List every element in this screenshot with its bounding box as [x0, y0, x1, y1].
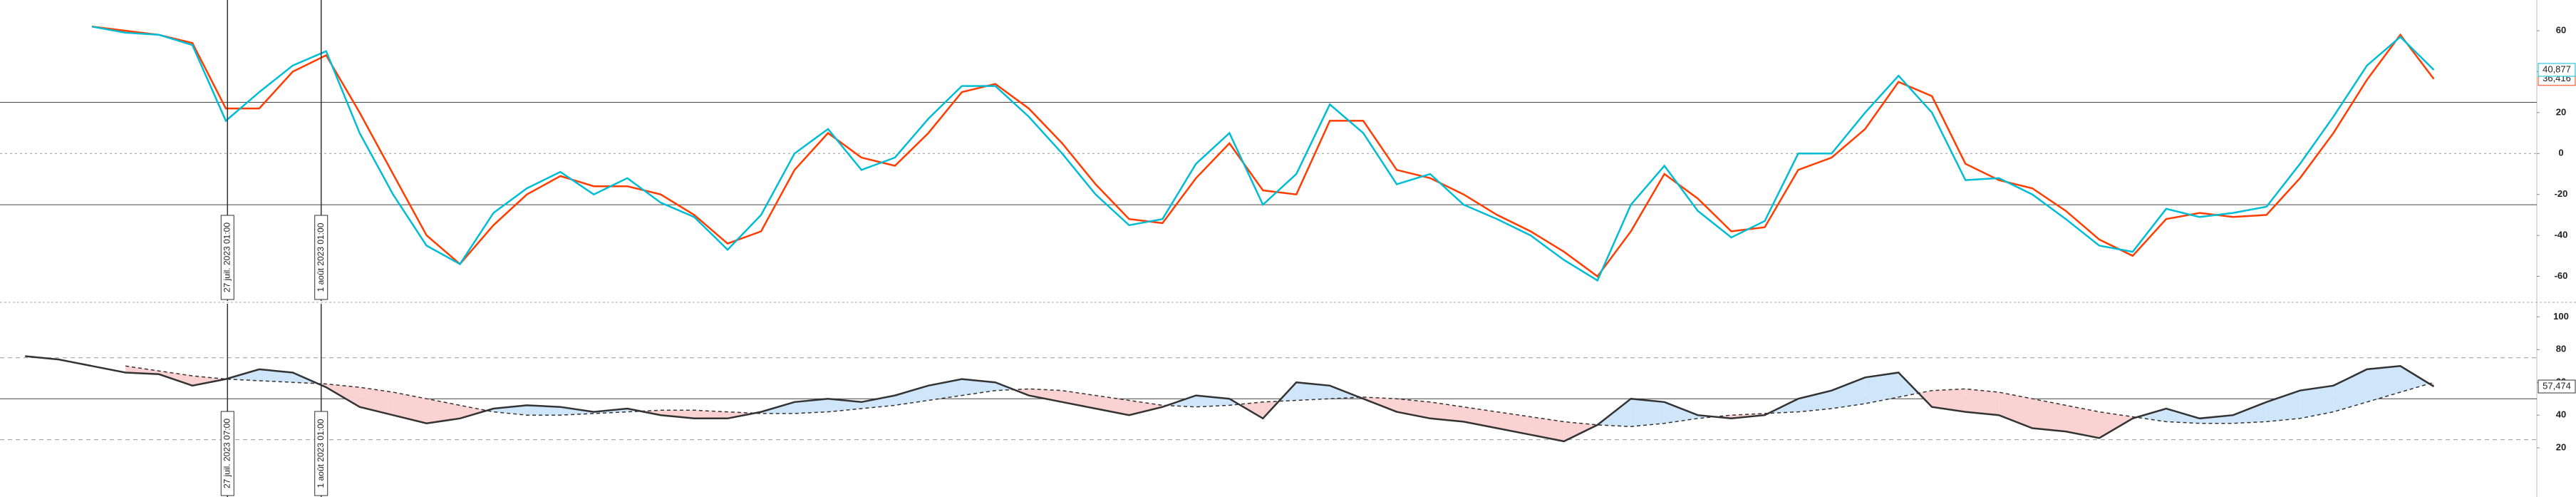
fill-area — [1129, 400, 1163, 416]
y-tick-label: -40 — [2555, 230, 2568, 240]
y-tick-label: -20 — [2555, 188, 2568, 199]
date-marker-label: 27 juil. 2023 07:00 — [222, 419, 232, 488]
fill-area — [894, 385, 929, 406]
fill-area — [1932, 389, 1966, 412]
date-marker-box — [314, 215, 329, 300]
y-tick-label: -60 — [2555, 270, 2568, 281]
fill-area — [1798, 390, 1832, 412]
date-marker: 27 juil. 2023 07:00 — [220, 411, 234, 496]
fill-area — [1965, 389, 2000, 416]
fill-area — [1530, 416, 1564, 441]
date-marker-label: 27 juil. 2023 01:00 — [222, 222, 232, 292]
fill-area — [2136, 408, 2166, 422]
fill-area — [2032, 399, 2067, 432]
fill-area — [1630, 399, 1665, 427]
fill-area — [2400, 366, 2430, 393]
last-value-label: 40,877 — [2543, 63, 2571, 74]
fill-area — [2199, 415, 2233, 424]
fill-area — [426, 399, 460, 424]
fill-area — [1865, 372, 1899, 404]
fill-area — [2366, 366, 2401, 402]
fill-area — [1430, 401, 1464, 422]
fill-area — [1664, 401, 1698, 424]
fill-area — [2099, 411, 2133, 439]
series-line — [25, 355, 2435, 443]
series-line — [91, 26, 2435, 278]
date-marker: 1 août 2023 01:00 — [314, 215, 329, 300]
fill-area — [1062, 390, 1096, 409]
fill-area — [2300, 385, 2334, 419]
fill-area — [527, 405, 561, 416]
fill-area — [2066, 405, 2099, 439]
fill-area — [2333, 369, 2367, 412]
last-value-label: 57,474 — [2543, 380, 2571, 391]
date-marker-box — [220, 411, 234, 496]
date-marker-label: 1 août 2023 01:00 — [316, 222, 326, 292]
date-marker-box — [314, 411, 329, 496]
fill-area — [694, 410, 728, 419]
fill-area — [2266, 390, 2300, 422]
fill-area — [460, 405, 487, 419]
fill-area — [1831, 377, 1866, 409]
fill-area — [2233, 401, 2267, 424]
fill-area — [661, 410, 695, 419]
fill-area — [795, 399, 828, 414]
fill-area — [393, 392, 427, 424]
series-line — [91, 26, 2435, 282]
fill-area — [2166, 408, 2200, 424]
y-tick-label: 20 — [2556, 106, 2566, 117]
last-value-box — [2538, 63, 2576, 77]
date-marker-label: 1 août 2023 01:00 — [316, 419, 326, 488]
fill-area — [1296, 382, 1330, 401]
date-marker: 1 août 2023 01:00 — [314, 411, 329, 496]
fill-area — [1028, 389, 1062, 402]
y-tick-label: 60 — [2556, 24, 2566, 35]
y-tick-label: 0 — [2558, 148, 2563, 158]
y-tick-label: 40 — [2556, 409, 2566, 420]
last-value-box — [2538, 379, 2576, 394]
y-tick-label: 80 — [2556, 344, 2566, 354]
fill-area — [861, 395, 895, 409]
fill-area — [493, 405, 527, 416]
series-line — [125, 365, 2434, 427]
date-marker: 27 juil. 2023 01:00 — [220, 215, 234, 300]
date-marker-box — [220, 215, 234, 300]
y-tick-label: 100 — [2553, 311, 2569, 322]
fill-area — [1095, 395, 1129, 416]
y-tick-label: 20 — [2556, 442, 2566, 453]
fill-area — [1999, 392, 2033, 429]
